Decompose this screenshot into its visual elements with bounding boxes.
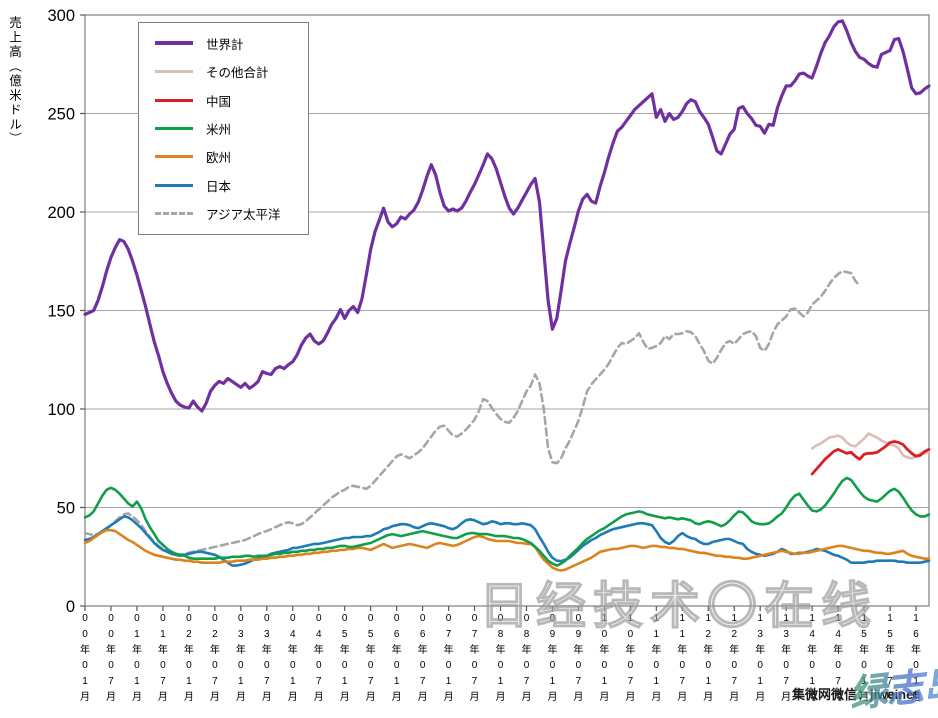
x-tick-label: 1 2 年 0 7 月 [729,613,740,703]
y-tick-label: 100 [47,401,75,419]
x-tick-label: 0 6 年 0 1 月 [391,613,402,703]
x-tick-label: 0 2 年 0 7 月 [209,613,220,703]
x-tick-label: 0 8 年 0 7 月 [521,613,532,703]
legend-item: 欧州 [155,146,308,168]
series-line-0 [83,19,931,413]
x-tick-label: 0 1 年 0 1 月 [131,613,142,703]
x-tick-label: 1 0 年 0 1 月 [599,613,610,703]
legend-label: アジア太平洋 [206,208,281,223]
legend-swatch [155,183,193,187]
series-line-2 [810,440,931,476]
x-tick-label: 1 0 年 0 7 月 [625,613,636,703]
x-tick-label: 0 5 年 0 1 月 [339,613,350,703]
x-tick-label: 1 4 年 0 1 月 [807,613,818,703]
x-tick-label: 0 4 年 0 7 月 [313,613,324,703]
legend-swatch [155,212,193,216]
y-tick-label: 250 [47,106,75,124]
x-tick-label: 0 2 年 0 1 月 [183,613,194,703]
y-tick-label: 0 [66,598,75,616]
legend-swatch [155,155,193,159]
legend-swatch [155,126,193,130]
series-line-1 [810,432,931,460]
x-tick-label: 0 9 年 0 7 月 [573,613,584,703]
legend-item: 日本 [155,174,308,196]
x-tick-label: 0 9 年 0 1 月 [547,613,558,703]
site-watermark: 日经技术〇在线 [478,577,878,634]
y-tick-label: 50 [57,500,75,518]
x-tick-label: 1 5 年 0 1 月 [859,613,870,703]
wechat-watermark: 集微网微信：jiweinet [792,684,918,703]
x-tick-label: 0 7 年 0 1 月 [443,613,454,703]
legend-label: 中国 [206,94,232,109]
legend-item: 世界計 [155,32,308,54]
series-line-4 [83,528,931,572]
x-tick-label: 0 0 年 0 1 月 [80,613,90,703]
legend-swatch [155,70,193,74]
x-tick-label: 1 5 年 0 7 月 [885,613,896,703]
legend-label: 日本 [206,179,232,194]
legend-item: その他合計 [155,61,308,83]
x-tick-label: 0 4 年 0 1 月 [287,613,298,703]
legend-label: 米州 [206,122,232,137]
y-tick-label: 200 [47,204,75,222]
legend: 世界計その他合計中国米州欧州日本アジア太平洋 [138,22,309,235]
x-tick-label: 1 3 年 0 1 月 [755,613,766,703]
legend-item: アジア太平洋 [155,203,308,225]
x-tick-label: 0 3 年 0 7 月 [261,613,272,703]
legend-label: 世界計 [206,37,244,52]
series-line-3 [83,476,931,567]
x-tick-label: 1 6 年 0 1 月 [911,613,921,703]
x-tick-label: 0 6 年 0 7 月 [417,613,428,703]
x-tick-label: 0 5 年 0 7 月 [365,613,376,703]
legend-swatch [155,98,193,102]
x-tick-label: 1 2 年 0 1 月 [703,613,714,703]
legend-swatch [155,41,193,46]
x-tick-label: 0 3 年 0 1 月 [235,613,246,703]
legend-label: その他合計 [206,66,269,81]
x-tick-label: 0 8 年 0 1 月 [495,613,506,703]
y-tick-label: 150 [47,303,75,321]
x-tick-label: 1 4 年 0 7 月 [833,613,844,703]
series-line-6 [83,269,862,557]
x-tick-label: 0 7 年 0 7 月 [469,613,480,703]
legend-label: 欧州 [206,151,232,166]
x-tick-label: 1 3 年 0 7 月 [781,613,792,703]
y-axis-title: 売上高（億米ドル） [7,16,21,147]
y-tick-label: 300 [47,7,75,25]
x-tick-label: 0 0 年 0 7 月 [105,613,116,703]
signature-watermark: 绿志岛 [846,652,938,717]
x-tick-label: 1 1 年 0 7 月 [677,613,688,703]
x-tick-label: 1 1 年 0 1 月 [651,613,662,703]
legend-item: 米州 [155,117,308,139]
x-tick-label: 0 1 年 0 7 月 [157,613,168,703]
legend-item: 中国 [155,89,308,111]
